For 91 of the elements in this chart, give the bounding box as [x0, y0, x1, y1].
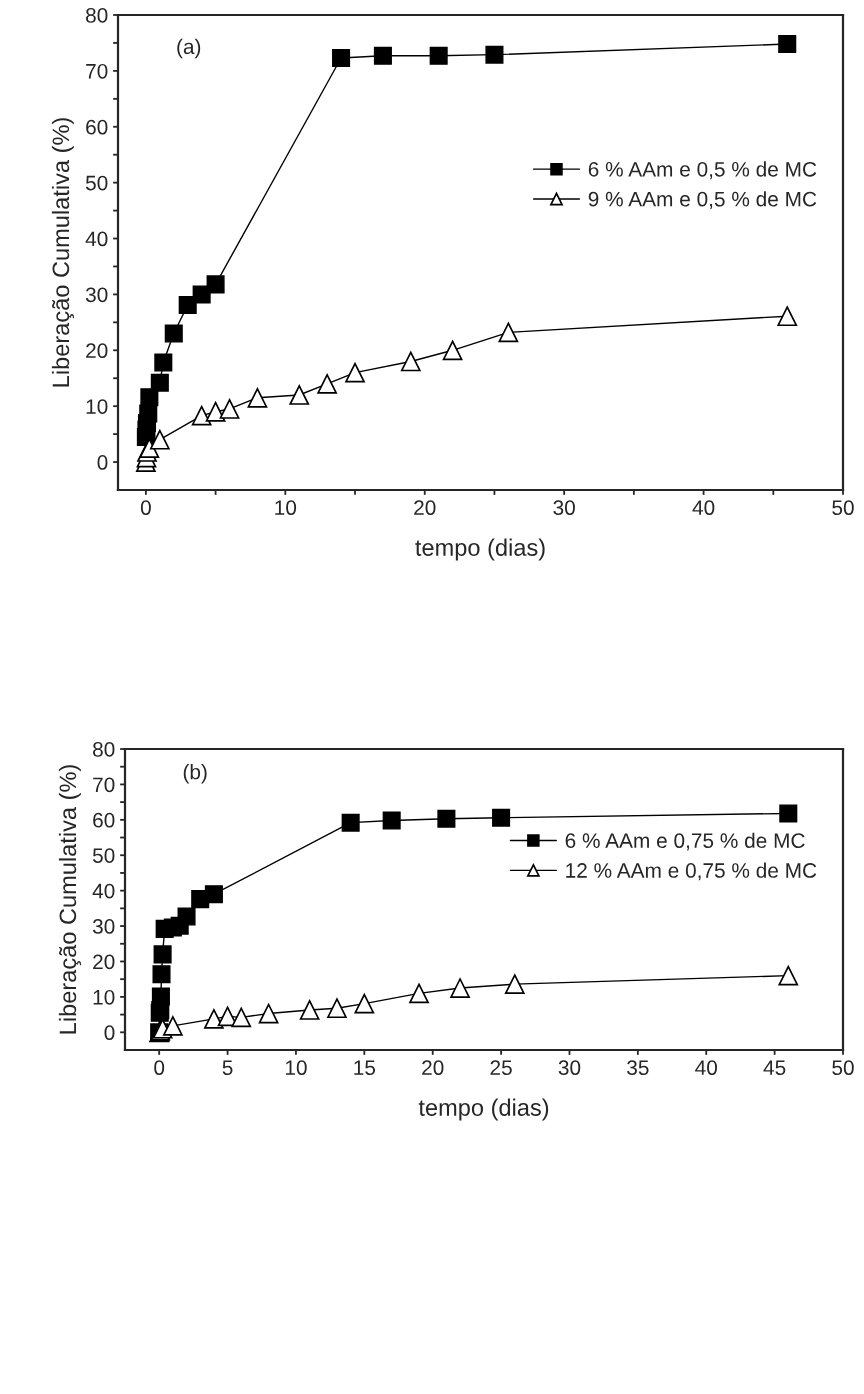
- point: [354, 993, 375, 1014]
- x-tick-label: 45: [763, 1060, 786, 1076]
- y-tick-label: 30: [85, 287, 108, 303]
- annotation: (a): [177, 38, 201, 59]
- y-tick-label: 60: [93, 812, 115, 828]
- x-tick-label: 0: [140, 500, 151, 516]
- point: [429, 46, 448, 65]
- point: [191, 405, 212, 426]
- point: [150, 373, 169, 392]
- point: [498, 322, 519, 343]
- point: [204, 1008, 224, 1029]
- point: [373, 46, 392, 65]
- y-tick-label: 20: [86, 343, 108, 359]
- point: [153, 945, 172, 964]
- point: [177, 907, 196, 926]
- point: [139, 404, 158, 423]
- y-axis-title: Liberação Cumulativa (%): [58, 765, 81, 1034]
- point: [152, 965, 171, 984]
- x-tick-label: 0: [154, 1060, 165, 1076]
- x-tick-label: 50: [832, 1060, 854, 1076]
- point: [247, 387, 268, 408]
- x-tick-label: 25: [490, 1060, 512, 1076]
- y-tick-label: 10: [86, 399, 108, 414]
- point: [151, 987, 170, 1006]
- legend-label: 12 % AAm e 0,75 % de MC: [566, 862, 817, 881]
- point: [437, 809, 456, 828]
- point: [485, 45, 504, 64]
- y-tick-label: 0: [97, 455, 108, 470]
- legend-label: 6 % AAm e 0,75 % de MC: [565, 832, 805, 851]
- point: [442, 340, 463, 361]
- y-tick-label: 80: [86, 8, 108, 23]
- point: [777, 306, 798, 327]
- point: [327, 998, 347, 1019]
- legend-label: 9 % AAm e 0,5 % de MC: [588, 191, 817, 209]
- y-tick-label: 40: [85, 231, 108, 247]
- point: [258, 1003, 279, 1024]
- point: [154, 353, 173, 372]
- x-tick-label: 40: [692, 500, 715, 516]
- point: [450, 978, 470, 998]
- y-tick-label: 80: [93, 742, 115, 757]
- y-tick-label: 70: [93, 777, 115, 793]
- point: [164, 324, 183, 343]
- y-axis-title: Liberação Cumulativa (%): [51, 118, 74, 387]
- x-tick-label: 35: [627, 1060, 649, 1076]
- point: [382, 811, 401, 830]
- x-tick-label: 30: [553, 500, 575, 516]
- y-tick-label: 20: [93, 954, 115, 970]
- x-tick-label: 10: [275, 500, 297, 516]
- point: [345, 362, 365, 383]
- point: [192, 285, 211, 304]
- point: [204, 885, 223, 904]
- y-tick-label: 50: [85, 175, 108, 191]
- y-tick-label: 60: [86, 119, 108, 135]
- point: [779, 804, 798, 823]
- x-axis-title: tempo (dias): [415, 538, 545, 561]
- legend-label: 6 % AAm e 0,5 % de MC: [588, 161, 817, 180]
- point: [219, 399, 240, 419]
- point: [778, 965, 799, 986]
- point: [341, 813, 360, 832]
- point: [149, 429, 170, 450]
- y-tick-label: 0: [104, 1025, 115, 1041]
- x-axis-title: tempo (dias): [418, 1098, 549, 1121]
- point: [163, 1016, 183, 1036]
- point: [178, 296, 197, 315]
- point: [140, 388, 159, 407]
- x-tick-label: 5: [222, 1060, 233, 1076]
- point: [299, 1000, 320, 1020]
- y-tick-label: 70: [86, 63, 108, 79]
- point: [504, 974, 525, 994]
- point: [206, 275, 225, 294]
- point: [205, 401, 226, 422]
- point: [492, 808, 511, 827]
- point: [778, 35, 797, 54]
- point: [289, 385, 310, 405]
- point: [231, 1007, 252, 1028]
- point: [332, 49, 351, 68]
- y-tick-label: 30: [92, 919, 115, 934]
- x-tick-label: 20: [414, 500, 436, 516]
- y-tick-label: 40: [92, 883, 115, 899]
- x-tick-label: 30: [558, 1060, 581, 1076]
- y-tick-label: 50: [92, 848, 115, 863]
- x-tick-label: 50: [832, 500, 854, 516]
- point: [400, 351, 421, 372]
- point: [409, 983, 429, 1004]
- x-tick-label: 10: [285, 1060, 307, 1076]
- y-tick-label: 10: [93, 989, 115, 1005]
- x-tick-label: 40: [695, 1060, 718, 1076]
- annotation: (b): [183, 764, 207, 784]
- x-tick-label: 15: [354, 1060, 376, 1076]
- x-tick-label: 20: [422, 1060, 444, 1076]
- point: [317, 373, 337, 394]
